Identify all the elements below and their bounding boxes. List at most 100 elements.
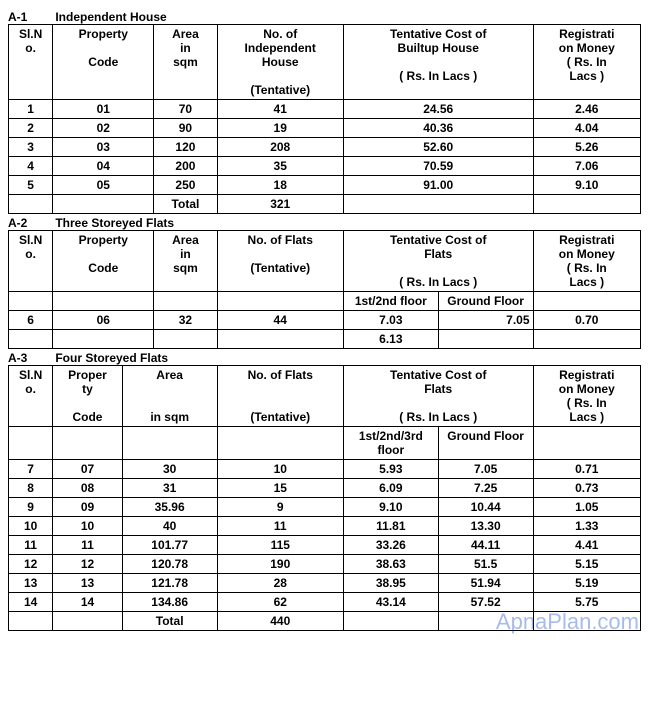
- cell: 134.86: [122, 593, 217, 612]
- cell: 7.03: [343, 311, 438, 330]
- table-row: 1212120.7819038.6351.55.15: [9, 555, 641, 574]
- cell: 9.10: [533, 176, 640, 195]
- table-row: 1111101.7711533.2644.114.41: [9, 536, 641, 555]
- section-code: A-2: [8, 216, 52, 230]
- section-title: Four Storeyed Flats: [55, 351, 168, 365]
- col-header: Areainsqm: [154, 25, 217, 100]
- cell: 15: [217, 479, 343, 498]
- section-title: Independent House: [55, 10, 166, 24]
- cell: 11.81: [343, 517, 438, 536]
- cell: 12: [53, 555, 123, 574]
- cell: [217, 330, 343, 349]
- cell: 10: [9, 517, 53, 536]
- cell: 1.33: [533, 517, 640, 536]
- cell: 07: [53, 460, 123, 479]
- section-a1-header: A-1 Independent House: [8, 10, 641, 24]
- cell: 35: [217, 157, 343, 176]
- sub-header: [217, 427, 343, 460]
- col-header: Area in sqm: [122, 366, 217, 427]
- cell: [343, 612, 438, 631]
- section-a2-header: A-2 Three Storeyed Flats: [8, 216, 641, 230]
- cell: 5.75: [533, 593, 640, 612]
- cell: 13: [9, 574, 53, 593]
- cell: 06: [53, 311, 154, 330]
- cell: 10.44: [438, 498, 533, 517]
- cell: 8: [9, 479, 53, 498]
- cell: 40: [122, 517, 217, 536]
- cell: 24.56: [343, 100, 533, 119]
- sub-header: [53, 427, 123, 460]
- table-row: 101704124.562.46: [9, 100, 641, 119]
- cell: 200: [154, 157, 217, 176]
- cell: 12: [9, 555, 53, 574]
- sub-header: [9, 427, 53, 460]
- table-row: 1414134.866243.1457.525.75: [9, 593, 641, 612]
- cell: 62: [217, 593, 343, 612]
- table-row: 70730105.937.050.71: [9, 460, 641, 479]
- cell: 7.25: [438, 479, 533, 498]
- table-row: 4042003570.597.06: [9, 157, 641, 176]
- cell: 2.46: [533, 100, 640, 119]
- col-header: Tentative Cost ofFlats ( Rs. In Lacs ): [343, 231, 533, 292]
- cell: 5: [9, 176, 53, 195]
- cell: 120.78: [122, 555, 217, 574]
- cell: 13.30: [438, 517, 533, 536]
- sub-header-row: 1st/2nd floorGround Floor: [9, 292, 641, 311]
- cell: [9, 612, 53, 631]
- cell: 208: [217, 138, 343, 157]
- cell: 190: [217, 555, 343, 574]
- cell: [154, 330, 217, 349]
- cell: 7.06: [533, 157, 640, 176]
- cell: 7.05: [438, 311, 533, 330]
- cell: 4.41: [533, 536, 640, 555]
- section-title: Three Storeyed Flats: [55, 216, 174, 230]
- col-header: No. ofIndependentHouse (Tentative): [217, 25, 343, 100]
- cell: 18: [217, 176, 343, 195]
- cell: [533, 612, 640, 631]
- cell: 11: [53, 536, 123, 555]
- cell: [343, 195, 533, 214]
- cell: 08: [53, 479, 123, 498]
- cell: 115: [217, 536, 343, 555]
- col-header: Property Code: [53, 231, 154, 292]
- total-row: Total440: [9, 612, 641, 631]
- cell: 5.19: [533, 574, 640, 593]
- cell: 4: [9, 157, 53, 176]
- cell: 44: [217, 311, 343, 330]
- cell: [438, 330, 533, 349]
- table-row: 90935.9699.1010.441.05: [9, 498, 641, 517]
- cell: 44.11: [438, 536, 533, 555]
- sub-header: [154, 292, 217, 311]
- extra-row: 6.13: [9, 330, 641, 349]
- col-header: Registration Money( Rs. InLacs ): [533, 366, 640, 427]
- cell: [53, 612, 123, 631]
- table-row: 1313121.782838.9551.945.19: [9, 574, 641, 593]
- table-a3: Sl.No.Property CodeArea in sqmNo. of Fla…: [8, 365, 641, 631]
- sub-header: [9, 292, 53, 311]
- sub-header: Ground Floor: [438, 427, 533, 460]
- cell: 9: [9, 498, 53, 517]
- cell: 14: [9, 593, 53, 612]
- col-header: No. of Flats (Tentative): [217, 231, 343, 292]
- table-a1: Sl.No.Property CodeAreainsqmNo. ofIndepe…: [8, 24, 641, 214]
- cell: Total: [122, 612, 217, 631]
- table-a2: Sl.No.Property CodeAreainsqmNo. of Flats…: [8, 230, 641, 349]
- col-header: Registration Money( Rs. InLacs ): [533, 231, 640, 292]
- cell: 440: [217, 612, 343, 631]
- cell: [9, 330, 53, 349]
- cell: 250: [154, 176, 217, 195]
- cell: 5.15: [533, 555, 640, 574]
- cell: 19: [217, 119, 343, 138]
- sub-header-row: 1st/2nd/3rd floorGround Floor: [9, 427, 641, 460]
- cell: 11: [9, 536, 53, 555]
- col-header: Registration Money( Rs. InLacs ): [533, 25, 640, 100]
- cell: 70.59: [343, 157, 533, 176]
- section-code: A-3: [8, 351, 52, 365]
- cell: 28: [217, 574, 343, 593]
- cell: 57.52: [438, 593, 533, 612]
- cell: 03: [53, 138, 154, 157]
- table-row: 202901940.364.04: [9, 119, 641, 138]
- cell: 02: [53, 119, 154, 138]
- col-header: Sl.No.: [9, 25, 53, 100]
- section-a3-header: A-3 Four Storeyed Flats: [8, 351, 641, 365]
